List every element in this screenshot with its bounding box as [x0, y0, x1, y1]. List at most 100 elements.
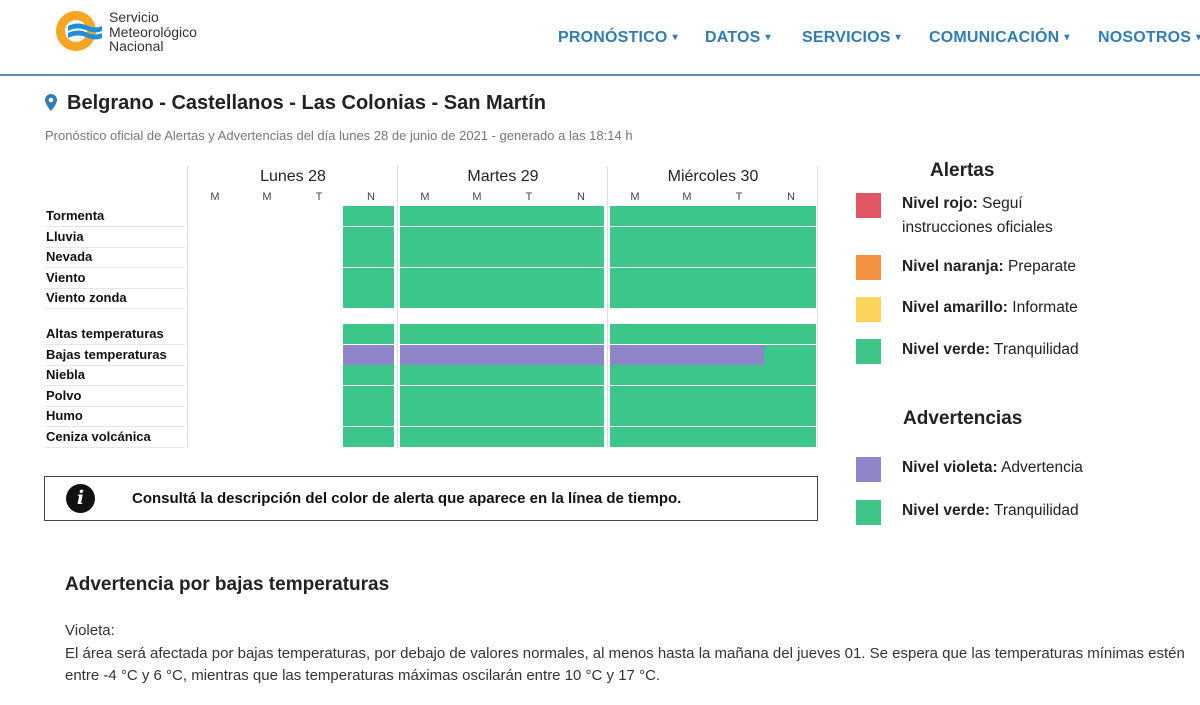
- row-divider: [45, 447, 185, 448]
- period-header: M: [210, 191, 220, 203]
- timeline-cell[interactable]: [610, 406, 816, 426]
- swatch-green: [856, 339, 881, 364]
- day-separator: [187, 166, 188, 448]
- timeline-cell[interactable]: [343, 386, 394, 406]
- period-header: M: [262, 191, 272, 203]
- day-separator: [817, 166, 818, 448]
- nav-servicios[interactable]: SERVICIOS ▾: [802, 29, 901, 47]
- nav-pronostico[interactable]: PRONÓSTICO ▾: [558, 29, 678, 47]
- swatch-yellow: [856, 297, 881, 322]
- day-header: Martes 29: [467, 168, 539, 185]
- row-divider: [45, 308, 185, 309]
- timeline-cell[interactable]: [400, 227, 604, 247]
- legend-level-name: Nivel rojo:: [902, 195, 978, 212]
- nav-label: DATOS: [705, 29, 761, 46]
- timeline-cell[interactable]: [343, 268, 394, 288]
- timeline-cell[interactable]: [343, 206, 394, 226]
- timeline-cell[interactable]: [343, 247, 394, 267]
- legend-alerts-title: Alertas: [930, 160, 995, 181]
- legend-alert-red: Nivel rojo: Seguí instrucciones oficiale…: [902, 192, 1102, 240]
- legend-level-name: Nivel amarillo:: [902, 299, 1008, 316]
- brand-line-3: Nacional: [109, 38, 164, 54]
- timeline-cell[interactable]: [610, 288, 816, 308]
- smn-logo-icon: [56, 11, 102, 51]
- row-divider: [45, 406, 185, 407]
- legend-level-desc: Informate: [1012, 299, 1078, 316]
- timeline-cell[interactable]: [764, 345, 816, 365]
- row-divider: [45, 426, 185, 427]
- chevron-down-icon: ▾: [895, 32, 901, 43]
- timeline-cell[interactable]: [343, 406, 394, 426]
- timeline-cell[interactable]: [400, 206, 604, 226]
- timeline-cell[interactable]: [343, 288, 394, 308]
- row-label: Altas temperaturas: [46, 326, 164, 341]
- timeline-cell[interactable]: [400, 427, 604, 447]
- row-label: Humo: [46, 408, 83, 423]
- legend-alert-green: Nivel verde: Tranquilidad: [902, 338, 1102, 362]
- timeline-cell[interactable]: [610, 345, 764, 365]
- row-label: Nevada: [46, 249, 93, 264]
- timeline-cell[interactable]: [610, 268, 816, 288]
- period-header: T: [735, 191, 743, 203]
- row-divider: [45, 288, 185, 289]
- row-divider: [45, 344, 185, 345]
- timeline-cell[interactable]: [610, 206, 816, 226]
- period-header: T: [525, 191, 533, 203]
- swatch-green-warning: [856, 500, 881, 525]
- nav-comunicacion[interactable]: COMUNICACIÓN ▾: [929, 29, 1070, 47]
- timeline-cell[interactable]: [610, 386, 816, 406]
- timeline-cell[interactable]: [400, 345, 604, 365]
- day-separator: [397, 166, 398, 448]
- timeline-cell[interactable]: [610, 324, 816, 344]
- row-label: Ceniza volcánica: [46, 429, 151, 444]
- chevron-down-icon: ▾: [1196, 32, 1200, 43]
- nav-datos[interactable]: DATOS ▾: [705, 29, 771, 47]
- timeline-cell[interactable]: [400, 365, 604, 385]
- warning-level-label: Violeta:: [65, 622, 115, 639]
- timeline-cell[interactable]: [610, 247, 816, 267]
- period-header: M: [420, 191, 430, 203]
- page-subtitle: Pronóstico oficial de Alertas y Adverten…: [45, 128, 633, 143]
- brand-line-2: Meteorológico: [109, 23, 197, 40]
- timeline-cell[interactable]: [610, 427, 816, 447]
- period-header: N: [577, 191, 585, 203]
- legend-level-name: Nivel verde:: [902, 341, 990, 358]
- row-label: Polvo: [46, 388, 82, 403]
- timeline-cell[interactable]: [610, 227, 816, 247]
- day-separator: [607, 166, 608, 448]
- location-pin-icon: [45, 94, 57, 111]
- timeline-cell[interactable]: [343, 227, 394, 247]
- timeline-cell[interactable]: [400, 386, 604, 406]
- timeline-cell[interactable]: [343, 345, 394, 365]
- timeline-cell[interactable]: [400, 247, 604, 267]
- brand-name: Servicio Meteorológico Nacional: [109, 10, 197, 54]
- legend-alert-orange: Nivel naranja: Preparate: [902, 255, 1102, 279]
- legend-level-name: Nivel violeta:: [902, 459, 998, 476]
- timeline-cell[interactable]: [610, 365, 816, 385]
- period-header: M: [472, 191, 482, 203]
- timeline-cell[interactable]: [400, 324, 604, 344]
- smn-logo[interactable]: Servicio Meteorológico Nacional: [54, 9, 224, 53]
- period-header: T: [315, 191, 323, 203]
- timeline-cell[interactable]: [343, 365, 394, 385]
- day-header: Miércoles 30: [667, 168, 759, 185]
- nav-nosotros[interactable]: NOSOTROS ▾: [1098, 29, 1200, 47]
- period-header: M: [630, 191, 640, 203]
- row-divider: [45, 267, 185, 268]
- info-text: Consultá la descripción del color de ale…: [132, 490, 682, 507]
- row-label: Viento zonda: [46, 290, 127, 305]
- nav-label: COMUNICACIÓN: [929, 29, 1060, 46]
- legend-warnings-title: Advertencias: [903, 408, 1023, 429]
- timeline-cell[interactable]: [343, 427, 394, 447]
- row-label: Bajas temperaturas: [46, 347, 167, 362]
- period-header: N: [787, 191, 795, 203]
- info-icon: i: [66, 484, 95, 513]
- timeline-cell[interactable]: [400, 288, 604, 308]
- legend-warning-violet: Nivel violeta: Advertencia: [902, 456, 1102, 480]
- warning-title: Advertencia por bajas temperaturas: [65, 574, 390, 595]
- timeline-cell[interactable]: [400, 268, 604, 288]
- timeline-cell[interactable]: [343, 324, 394, 344]
- row-label: Niebla: [46, 367, 86, 382]
- legend-level-desc: Seguí instrucciones oficiales: [902, 195, 1053, 236]
- timeline-cell[interactable]: [400, 406, 604, 426]
